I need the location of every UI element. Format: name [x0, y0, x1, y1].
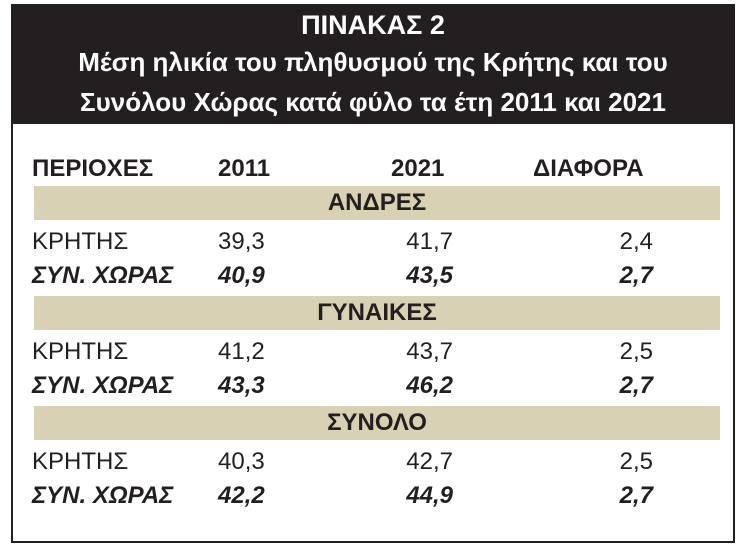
table-number: ΠΙΝΑΚΑΣ 2: [301, 10, 445, 40]
value-2021: 46,2: [406, 372, 453, 399]
value-2021: 44,9: [406, 482, 453, 509]
value-2021: 41,7: [406, 228, 453, 255]
value-2011: 40,9: [218, 262, 265, 289]
row-label: ΣΥΝ. ΧΩΡΑΣ: [32, 262, 174, 289]
table-title-line-1: Μέση ηλικία του πληθυσμού της Κρήτης και…: [78, 47, 668, 77]
value-difference: 2,7: [619, 262, 653, 289]
value-difference: 2,5: [619, 448, 653, 475]
value-difference: 2,7: [619, 482, 653, 509]
value-difference: 2,5: [619, 338, 653, 365]
group-band: ΑΝΔΡΕΣ: [34, 186, 720, 220]
row-label: ΣΥΝ. ΧΩΡΑΣ: [32, 372, 174, 399]
value-2011: 40,3: [218, 448, 265, 475]
column-header-2011: 2011: [218, 155, 271, 182]
value-2021: 43,5: [406, 262, 453, 289]
row-label: ΚΡΗΤΗΣ: [32, 228, 129, 255]
value-difference: 2,7: [619, 372, 653, 399]
value-2021: 43,7: [406, 338, 453, 365]
value-difference: 2,4: [619, 228, 653, 255]
row-label: ΣΥΝ. ΧΩΡΑΣ: [32, 482, 174, 509]
group-band: ΓΥΝΑΙΚΕΣ: [34, 296, 720, 330]
table-header: ΠΙΝΑΚΑΣ 2 Μέση ηλικία του πληθυσμού της …: [13, 6, 733, 124]
table-frame: ΠΙΝΑΚΑΣ 2 Μέση ηλικία του πληθυσμού της …: [11, 4, 735, 543]
value-2011: 39,3: [218, 228, 265, 255]
column-header-difference: ΔΙΑΦΟΡΑ: [533, 155, 644, 182]
table-title-line-2: Συνόλου Χώρας κατά φύλο τα έτη 2011 και …: [80, 87, 666, 117]
column-header-2021: 2021: [391, 155, 445, 182]
row-label: ΚΡΗΤΗΣ: [32, 338, 129, 365]
value-2011: 42,2: [218, 482, 265, 509]
value-2011: 43,3: [218, 372, 265, 399]
group-band: ΣΥΝΟΛΟ: [34, 406, 720, 440]
value-2011: 41,2: [218, 338, 265, 365]
column-header-regions: ΠΕΡΙΟΧΕΣ: [32, 155, 154, 182]
value-2021: 42,7: [406, 448, 453, 475]
row-label: ΚΡΗΤΗΣ: [32, 448, 129, 475]
